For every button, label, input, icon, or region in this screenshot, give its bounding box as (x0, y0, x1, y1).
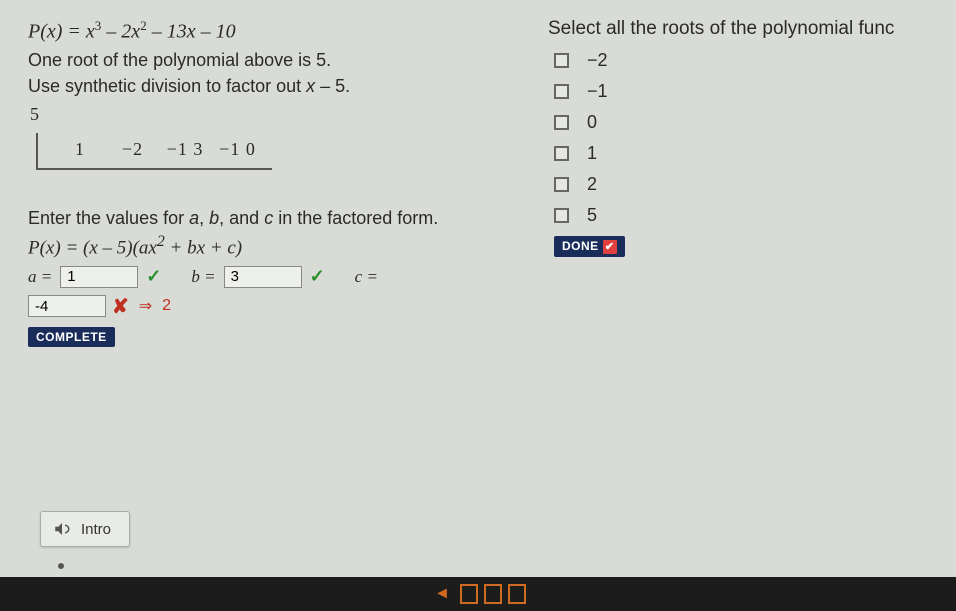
c-input[interactable] (28, 295, 106, 317)
option-label: −2 (587, 50, 608, 71)
synthetic-divisor: 5 (28, 104, 54, 125)
checkbox-icon[interactable] (554, 84, 569, 99)
factored-form: P(x) = (x – 5)(ax2 + bx + c) (28, 233, 518, 259)
root-option[interactable]: 0 (548, 112, 946, 133)
root-option[interactable]: −1 (548, 81, 946, 102)
a-label: a = (28, 267, 52, 287)
correction-value: 2 (162, 297, 171, 315)
option-label: 0 (587, 112, 597, 133)
cross-icon: ✘ (112, 294, 129, 319)
checkbox-icon[interactable] (554, 53, 569, 68)
dot-indicator (58, 563, 64, 569)
c-label: c = (355, 267, 378, 287)
coeff: −1 3 (161, 139, 209, 160)
instruction-line-2: Use synthetic division to factor out x –… (28, 74, 518, 98)
option-label: 2 (587, 174, 597, 195)
select-roots-title: Select all the roots of the polynomial f… (548, 18, 946, 40)
option-label: −1 (587, 81, 608, 102)
check-icon: ✓ (146, 266, 161, 287)
checkbox-icon[interactable] (554, 146, 569, 161)
roots-option-list: −2 −1 0 1 2 5 (548, 50, 946, 226)
done-button[interactable]: DONE ✔ (554, 236, 625, 257)
root-option[interactable]: 2 (548, 174, 946, 195)
b-label: b = (191, 267, 215, 287)
right-column: Select all the roots of the polynomial f… (528, 18, 946, 347)
coeff: −1 0 (214, 139, 262, 160)
speaker-icon (53, 520, 71, 538)
checkbox-icon[interactable] (554, 177, 569, 192)
nav-page-box[interactable] (508, 584, 526, 604)
done-wrap: DONE ✔ (548, 236, 946, 257)
root-option[interactable]: 5 (548, 205, 946, 226)
b-input[interactable] (224, 266, 302, 288)
synthetic-division: 5 1 −2 −1 3 −1 0 (28, 104, 518, 170)
intro-label: Intro (81, 521, 111, 538)
left-column: P(x) = x3 – 2x2 – 13x – 10 One root of t… (28, 18, 528, 347)
done-label: DONE (562, 239, 599, 253)
synthetic-row: 1 −2 −1 3 −1 0 (56, 139, 262, 160)
nav-page-box[interactable] (484, 584, 502, 604)
nav-page-box[interactable] (460, 584, 478, 604)
synthetic-bracket: 1 −2 −1 3 −1 0 (36, 133, 272, 170)
instruction-line-1: One root of the polynomial above is 5. (28, 48, 518, 72)
coeff: −2 (109, 139, 157, 160)
coeff: 1 (56, 139, 104, 160)
complete-badge-wrap: COMPLETE (28, 327, 518, 347)
option-label: 1 (587, 143, 597, 164)
checkbox-icon[interactable] (554, 208, 569, 223)
root-option[interactable]: −2 (548, 50, 946, 71)
enter-values-prompt: Enter the values for a, b, and c in the … (28, 208, 518, 229)
main-content: P(x) = x3 – 2x2 – 13x – 10 One root of t… (0, 0, 956, 357)
polynomial-expression: P(x) = x3 – 2x2 – 13x – 10 (28, 18, 518, 44)
root-option[interactable]: 1 (548, 143, 946, 164)
inputs-row-2: ✘ ⇒ 2 (28, 294, 518, 319)
inputs-row-1: a = ✓ b = ✓ c = (28, 266, 518, 288)
checkbox-icon[interactable] (554, 115, 569, 130)
correction-arrow: ⇒ (139, 296, 152, 316)
complete-button[interactable]: COMPLETE (28, 327, 115, 347)
option-label: 5 (587, 205, 597, 226)
a-input[interactable] (60, 266, 138, 288)
bottom-nav-bar: ◄ (0, 577, 956, 611)
done-check-icon: ✔ (603, 240, 617, 254)
nav-prev-icon[interactable]: ◄ (430, 585, 454, 603)
check-icon: ✓ (310, 266, 325, 287)
intro-button[interactable]: Intro (40, 511, 130, 547)
